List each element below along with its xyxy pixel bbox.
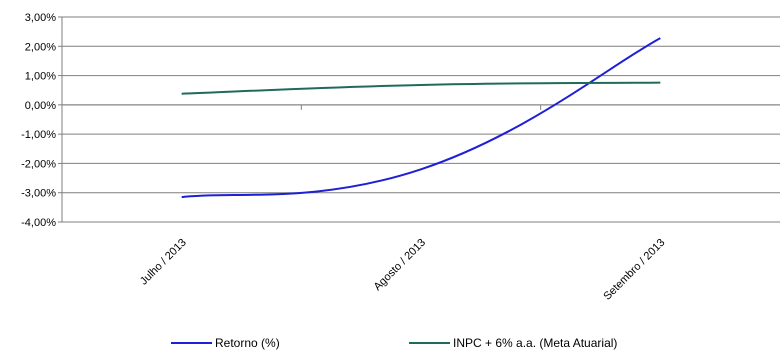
x-axis-tick-labels: Julho / 2013 Agosto / 2013 Setembro / 2013 bbox=[138, 237, 668, 303]
y-tick-label: 0,00% bbox=[25, 100, 56, 112]
series-line-1 bbox=[181, 37, 661, 199]
series-line-2 bbox=[181, 81, 661, 95]
y-tick-label: 1,00% bbox=[25, 71, 56, 83]
y-axis-tick-labels: 3,00% 2,00% 1,00% 0,00% -1,00% -2,00% -3,00% -4… bbox=[21, 12, 56, 229]
y-tick-label: 3,00% bbox=[25, 12, 56, 24]
legend-label-1: Retorno (%) bbox=[215, 336, 280, 350]
legend: Retorno (%) INPC + 6% a.a. (Meta Atuarial… bbox=[171, 336, 617, 350]
gridlines bbox=[58, 16, 780, 223]
y-tick-label: -3,00% bbox=[21, 188, 56, 200]
y-tick-label: 2,00% bbox=[25, 41, 56, 53]
axes bbox=[61, 17, 780, 222]
y-tick-label: -2,00% bbox=[21, 158, 56, 170]
x-tick-label: Julho / 2013 bbox=[138, 237, 189, 288]
x-tick-label: Setembro / 2013 bbox=[601, 237, 667, 303]
y-tick-label: -4,00% bbox=[21, 217, 56, 229]
legend-label-2: INPC + 6% a.a. (Meta Atuarial) bbox=[453, 336, 617, 350]
series-lines bbox=[181, 37, 661, 199]
x-tick-label: Agosto / 2013 bbox=[372, 237, 428, 293]
y-tick-label: -1,00% bbox=[21, 129, 56, 141]
